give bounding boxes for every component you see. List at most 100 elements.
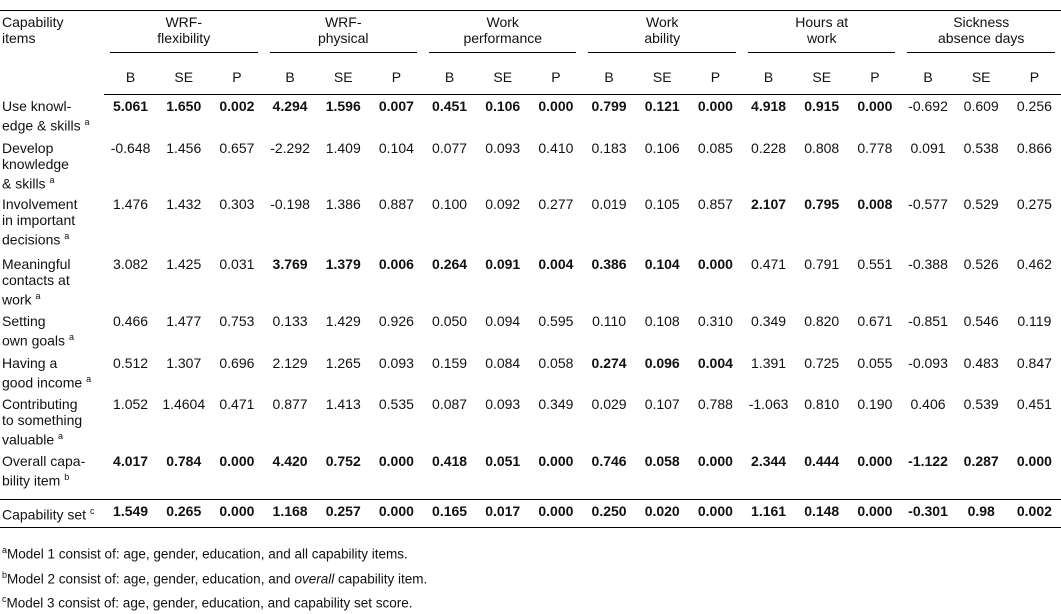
footnote-mark: c (2, 594, 7, 604)
cell: 0.546 (963, 312, 999, 329)
footnote: aModel 1 consist of: age, gender, educat… (2, 540, 427, 565)
cell: 0.058 (538, 354, 574, 371)
cell: 0.264 (432, 255, 468, 272)
cell: 0.784 (166, 452, 202, 469)
label-text: Setting (2, 312, 46, 329)
body-row: Overall capa-bility item b 4.017 0.784 0.00… (0, 450, 1061, 500)
cell: 0.000 (857, 98, 893, 114)
group-line-text: Hours at (795, 14, 849, 30)
label-text: Overall capa- (2, 452, 86, 469)
cell: 0.105 (644, 195, 680, 212)
cell: 5.061 (113, 98, 149, 114)
cell: 1.386 (325, 195, 361, 212)
cell: 0.788 (697, 395, 733, 412)
group-line: work (748, 30, 895, 46)
cell: 0.451 (432, 98, 468, 114)
cell: 0.98 (954, 499, 1008, 528)
cell: 0.000 (538, 452, 574, 469)
sub-header: SE (476, 62, 530, 95)
cell: 0.791 (804, 255, 840, 272)
cell: 0.483 (963, 354, 999, 371)
label-text: Contributing (2, 395, 78, 412)
sub-header: SE (157, 62, 211, 95)
sub-header: P (369, 62, 423, 95)
cell: 0.349 (751, 312, 787, 329)
cell: 0.104 (378, 139, 414, 156)
group-header: Sickness absence days (901, 10, 1061, 63)
cell: 0.778 (857, 139, 893, 156)
subheader-row: B SE P B SE P B SE P B SE P B SE P B SE P (0, 62, 1061, 95)
group-rule: Work performance (428, 14, 577, 53)
cell: 0.000 (529, 499, 583, 528)
row-label: Setting own goals a (0, 310, 104, 352)
row-label: Contributing to something valuable a (0, 393, 104, 450)
cell: 0.256 (1016, 98, 1052, 114)
cell: -0.692 (908, 98, 948, 114)
cell: -0.093 (908, 354, 948, 371)
cell: 0.349 (538, 395, 574, 412)
group-line-text: work (806, 30, 837, 46)
label-line: Involvement (2, 196, 104, 212)
cell: 0.092 (485, 195, 521, 212)
cell: 1.425 (166, 255, 202, 272)
cell: 0.085 (697, 139, 733, 156)
group-line: WRF- (270, 14, 417, 30)
table-wrap: Capability items WRF-flexibility WRF-physic… (0, 10, 1061, 528)
cell: 0.108 (644, 312, 680, 329)
footnote-text: Model 2 consist of: age, gender, educati… (7, 571, 295, 586)
label-text: Having a (2, 354, 58, 371)
cell: 0.107 (644, 395, 680, 412)
cell: 0.094 (485, 312, 521, 329)
label-line: work a (2, 288, 104, 308)
cell: 0.091 (910, 139, 946, 156)
cell: 0.820 (804, 312, 840, 329)
cell: 1.379 (325, 255, 361, 272)
cell: -0.301 (901, 499, 955, 528)
cell: 0.696 (219, 354, 255, 371)
cell: 1.650 (166, 98, 202, 114)
label-text: Meaningful (2, 255, 71, 272)
label-line: Meaningful (2, 256, 104, 272)
cell: 0.915 (804, 98, 840, 114)
label-line: in important (2, 212, 104, 228)
group-line: flexibility (110, 30, 258, 46)
cell: 0.418 (432, 452, 468, 469)
group-line: Work (588, 14, 736, 30)
cell: 1.265 (325, 354, 361, 371)
label-line: & skills a (2, 172, 104, 192)
label-text: valuable (2, 431, 55, 448)
cell: 0.000 (369, 499, 423, 528)
cell: 1.476 (113, 195, 149, 212)
cell: 0.471 (751, 255, 787, 272)
cell: -1.063 (748, 395, 789, 412)
row-label: Meaningful contacts at work a (0, 253, 104, 310)
cell: 0.847 (1016, 354, 1052, 371)
cell: 0.183 (591, 139, 627, 156)
cell: 0.274 (591, 354, 627, 371)
sub-header: B (582, 62, 636, 95)
label-line: decisions a (2, 228, 104, 248)
cell: 0.512 (113, 354, 149, 371)
cell: 2.344 (751, 452, 787, 469)
cell: 0.303 (219, 195, 255, 212)
label-line: Develop (2, 140, 104, 156)
cell: 0.110 (592, 312, 627, 329)
footnote: cModel 3 consist of: age, gender, educat… (2, 589, 427, 614)
label-text: to something (2, 411, 83, 428)
sub-header: SE (316, 62, 370, 95)
group-rule: Work ability (588, 14, 736, 53)
cell: 0.000 (1016, 452, 1052, 469)
note-mark: c (89, 506, 95, 516)
group-rule: Hours at work (747, 14, 896, 53)
label-text: work (2, 291, 32, 308)
group-line-text: ability (644, 30, 681, 46)
cell: 1.409 (325, 139, 361, 156)
body-row: Having a good income a 0.512 1.307 0.696 2.12… (0, 352, 1061, 393)
label-line: to something (2, 412, 104, 428)
cell: 0.753 (219, 312, 255, 329)
cell: 0.019 (591, 195, 627, 212)
cell: 0.055 (857, 354, 893, 371)
cell: 0.808 (804, 139, 840, 156)
cell: -2.292 (270, 139, 310, 156)
note-mark: a (64, 230, 70, 241)
